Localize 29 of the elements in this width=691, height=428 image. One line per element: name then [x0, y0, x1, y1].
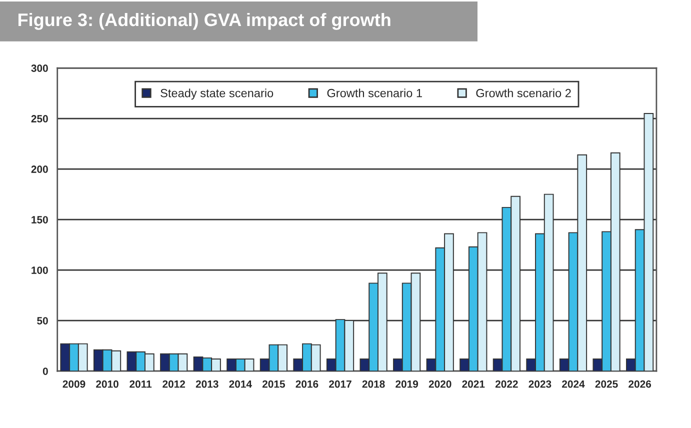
x-tick-label: 2018	[362, 380, 385, 388]
y-tick-label: 300	[31, 64, 48, 72]
x-tick-label: 2012	[162, 380, 186, 388]
x-tick-label: 2021	[462, 380, 485, 388]
x-tick-label: 2022	[495, 380, 518, 388]
legend-label: Growth scenario 2	[476, 88, 571, 98]
legend-label: Steady state scenario	[160, 88, 274, 100]
chart-title: Figure 3: (Additional) GVA impact of growth	[18, 12, 390, 30]
x-tick-label: 2016	[296, 380, 318, 388]
x-tick-label: 2013	[196, 380, 218, 388]
x-tick-label: 2025	[595, 380, 618, 388]
x-tick-label: 2015	[262, 380, 285, 388]
y-tick-label: 100	[32, 266, 48, 274]
x-tick-label: 2010	[96, 380, 118, 388]
y-tick-label: 50	[37, 317, 48, 324]
y-tick-label: 200	[31, 166, 48, 173]
x-tick-label: 2017	[329, 380, 352, 388]
x-tick-label: 2023	[528, 380, 552, 388]
legend-label: Growth scenario 1	[327, 88, 422, 98]
y-tick-label: 0	[42, 368, 48, 375]
x-tick-label: 2020	[428, 380, 452, 388]
x-tick-label: 2011	[130, 380, 152, 388]
x-tick-label: 2024	[562, 380, 585, 388]
x-tick-label: 2026	[628, 380, 652, 388]
x-tick-label: 2014	[229, 380, 252, 388]
x-tick-label: 2019	[396, 380, 418, 388]
y-tick-label: 250	[31, 115, 48, 122]
y-tick-label: 150	[32, 216, 48, 224]
x-tick-label: 2009	[62, 380, 86, 388]
